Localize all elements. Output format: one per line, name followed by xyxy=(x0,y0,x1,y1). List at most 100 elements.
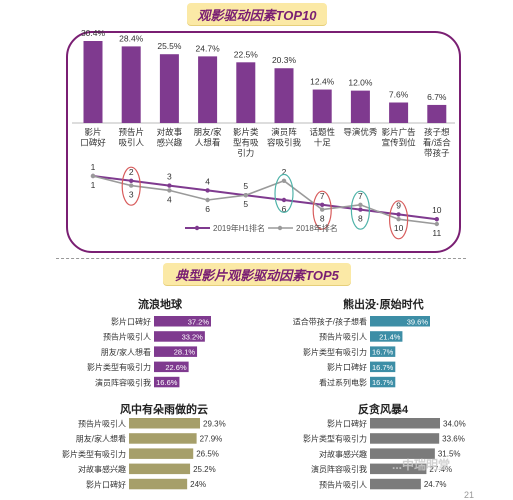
panel-value-label: 39.6% xyxy=(407,317,429,326)
top10-title: 观影驱动因素TOP10 xyxy=(197,7,317,23)
rank-line-2018 xyxy=(92,175,437,225)
rank-label-2018: 8 xyxy=(320,214,325,224)
highlight-oval xyxy=(389,200,409,240)
top10-category-label: 演员阵容吸引我 xyxy=(267,127,302,148)
rank-point xyxy=(320,202,325,207)
top5-title: 典型影片观影驱动因素TOP5 xyxy=(175,267,339,283)
top10-category-label: 话题性十足 xyxy=(309,127,335,148)
legend-marker-2019 xyxy=(194,225,200,231)
top10-value-label: 12.0% xyxy=(348,78,373,88)
panel-bar xyxy=(129,448,194,459)
panel-value-label: 22.6% xyxy=(165,363,187,372)
panel-category-label: 对故事感兴趣 xyxy=(319,449,367,459)
rank-point xyxy=(281,178,287,183)
top10-value-label: 28.4% xyxy=(119,33,144,43)
panel-category-label: 演员阵容吸引我 xyxy=(311,464,367,474)
panel-category-label: 朋友/家人想看 xyxy=(101,347,151,357)
rank-label-2018: 6 xyxy=(205,204,210,214)
panel-category-label: 影片口碑好 xyxy=(86,479,126,489)
rank-point xyxy=(434,217,439,222)
rank-label-2019: 6 xyxy=(282,204,287,214)
rank-label-2019: 2 xyxy=(129,167,134,177)
top10-frame xyxy=(66,31,461,253)
panel-category-label: 影片口碑好 xyxy=(111,317,151,327)
panel-bar xyxy=(129,418,200,429)
legend-marker-2018 xyxy=(277,225,283,231)
panel-value-label: 37.2% xyxy=(188,317,210,326)
panel-category-label: 对故事感兴趣 xyxy=(78,464,126,474)
rank-label-2019: 3 xyxy=(167,172,172,182)
panel-bar xyxy=(370,463,427,475)
rank-label-2018: 4 xyxy=(167,194,172,204)
rank-label-2019: 8 xyxy=(358,214,363,224)
panel-value-label: 21.4% xyxy=(379,333,401,342)
top10-category-label: 导演优秀 xyxy=(343,127,378,137)
rank-label-2018: 10 xyxy=(394,223,404,233)
panel-value-label: 27.9% xyxy=(200,435,223,444)
top10-value-label: 6.7% xyxy=(427,92,447,102)
top10-category-label: 孩子想看/适合带孩子 xyxy=(423,127,451,158)
rank-label-2018: 7 xyxy=(358,191,363,201)
rank-point xyxy=(205,197,210,203)
page-number: 21 xyxy=(464,490,475,500)
top10-category-label: 对故事感兴趣 xyxy=(157,127,183,148)
panel-category-label: 预告片吸引人 xyxy=(103,332,151,342)
rank-point xyxy=(167,188,172,193)
panel-bar xyxy=(129,478,188,490)
rank-point xyxy=(358,207,363,212)
highlight-oval xyxy=(350,190,370,230)
top10-bar xyxy=(389,102,409,123)
panel-bar xyxy=(370,448,435,459)
panel-category-label: 演员阵容吸引我 xyxy=(95,377,151,387)
panel-value-label: 24.7% xyxy=(424,480,447,489)
panel-value-label: 27.4% xyxy=(429,465,452,474)
rank-point xyxy=(281,197,287,203)
panel-value-label: 33.2% xyxy=(182,333,204,342)
panel-bar xyxy=(154,346,198,357)
panel-value-label: 16.7% xyxy=(372,363,394,372)
rank-point xyxy=(358,202,363,207)
panel-bar xyxy=(370,346,396,357)
panel-value-label: 31.5% xyxy=(438,450,461,459)
top10-bar xyxy=(274,68,294,123)
panel-value-label: 16.7% xyxy=(372,348,394,357)
top10-bar xyxy=(312,89,332,123)
panel-category-label: 影片口碑好 xyxy=(327,419,367,429)
panel-bar xyxy=(370,418,440,429)
legend-label-2019: 2019年H1排名 xyxy=(213,223,265,233)
highlight-oval xyxy=(312,190,332,230)
top10-bar xyxy=(236,62,256,123)
panel-title-wandering-earth: 流浪地球 xyxy=(138,299,182,311)
panel-title-storm-4: 反贪风暴4 xyxy=(358,404,409,416)
panel-bar xyxy=(154,316,211,327)
panel-bar xyxy=(154,376,180,388)
top10-value-label: 20.3% xyxy=(272,55,297,65)
legend-label-2018: 2018年排名 xyxy=(296,223,338,233)
panel-category-label: 预告片吸引人 xyxy=(319,332,367,342)
top10-category-label: 朋友/家人想看 xyxy=(194,127,222,148)
top10-value-label: 25.5% xyxy=(157,41,182,51)
panel-category-label: 影片类型有吸引力 xyxy=(62,449,126,459)
top10-title-banner: 观影驱动因素TOP10 xyxy=(187,3,327,25)
rank-point xyxy=(396,212,401,217)
panel-value-label: 29.3% xyxy=(203,419,226,428)
panel-bar xyxy=(370,433,440,444)
rank-point xyxy=(320,207,325,212)
panel-category-label: 朋友/家人想看 xyxy=(76,434,126,444)
panel-category-label: 影片类型有吸引力 xyxy=(87,362,151,372)
top10-bar xyxy=(159,54,179,124)
top10-bar xyxy=(198,56,218,123)
top10-value-label: 24.7% xyxy=(196,43,221,53)
rank-label-2018: 2 xyxy=(282,167,287,177)
top10-value-label: 12.4% xyxy=(310,77,335,87)
rank-point xyxy=(205,188,210,193)
panel-bar xyxy=(370,331,403,342)
panel-value-label: 24% xyxy=(190,480,206,489)
rank-label-2019: 9 xyxy=(396,200,401,210)
rank-label-2019: 10 xyxy=(432,205,442,215)
panel-category-label: 影片类型有吸引力 xyxy=(303,434,367,444)
top10-category-label: 预告片吸引人 xyxy=(118,127,144,148)
panel-title-boonie-bears: 熊出没·原始时代 xyxy=(343,299,424,311)
rank-label-2018: 11 xyxy=(432,228,441,238)
